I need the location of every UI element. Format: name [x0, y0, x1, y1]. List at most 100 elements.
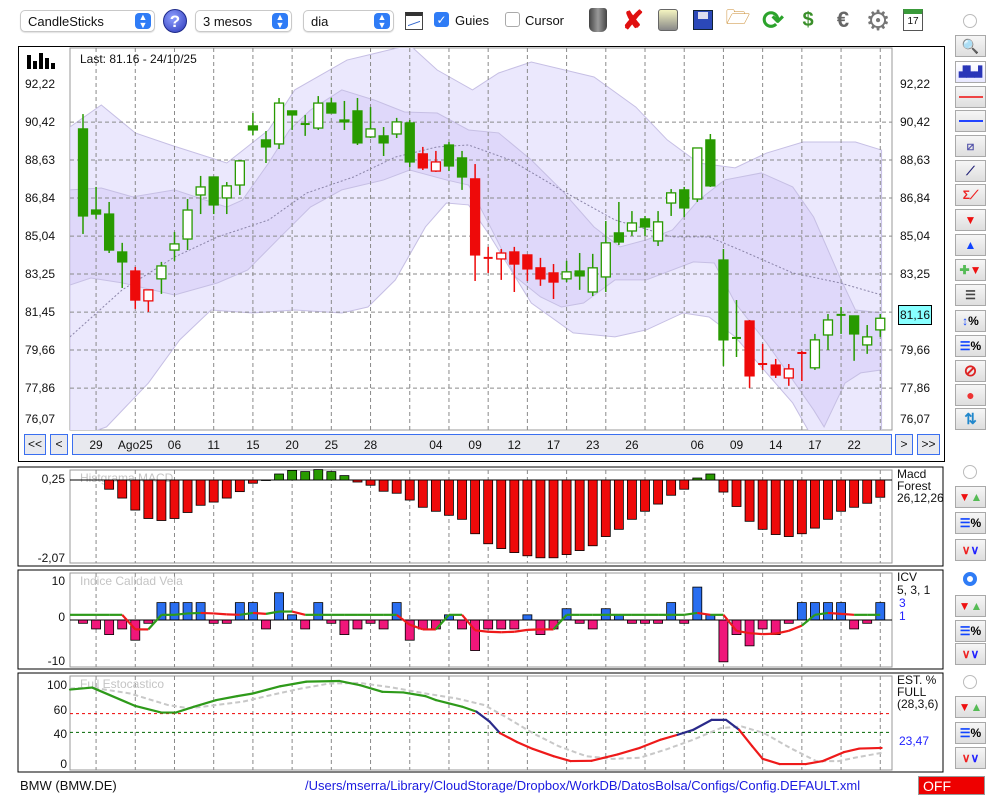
red-line-button[interactable] [955, 86, 986, 108]
macd-percent-button[interactable]: ☰% [955, 512, 986, 534]
icv-bar [509, 619, 520, 630]
stoch-k-segment [402, 691, 427, 698]
macd-panel-frame [17, 466, 944, 567]
candle [509, 246, 520, 292]
candle-body [260, 139, 272, 148]
cursor-checkbox[interactable] [505, 12, 520, 27]
euro-icon[interactable]: € [836, 7, 850, 32]
nav-first-button[interactable]: << [24, 434, 46, 455]
lines-percent-icon: ☰% [959, 726, 982, 740]
blue-line-button[interactable] [955, 110, 986, 132]
chart-type-select[interactable]: CandleSticks ▲ ▼ [20, 10, 155, 32]
volume-overlay-button[interactable]: ▟▙▟ [955, 61, 986, 83]
status-off-button[interactable]: OFF [918, 776, 985, 795]
stoch-tick-40: 40 [54, 727, 68, 741]
gear-icon[interactable]: ⚙ [865, 4, 891, 36]
icv-bar [287, 614, 298, 621]
interval-select[interactable]: dia ▲ ▼ [303, 10, 394, 32]
price-tick-right: 85,04 [900, 229, 930, 243]
icv-bar [692, 586, 703, 621]
stoch-k-segment [236, 692, 255, 698]
interval-value: dia [311, 14, 329, 29]
candle-body [339, 119, 350, 123]
channel-button[interactable]: ⧄ [955, 135, 986, 157]
price-grid [70, 48, 892, 430]
print-icon[interactable] [654, 6, 682, 34]
nav-prev-button[interactable]: < [50, 434, 68, 455]
stoch-legend-params: (28,3,6) [897, 697, 939, 711]
delete-icon[interactable]: ✘ [622, 4, 644, 35]
main-panel-radio[interactable] [963, 14, 977, 28]
macd-bar [104, 479, 115, 490]
buy-arrow-button[interactable]: ▲ [955, 234, 986, 256]
save-icon[interactable] [689, 6, 717, 34]
stoch-legend: EST. % FULL (28,3,6) 23,47 [897, 674, 938, 747]
icv-bar [195, 602, 206, 621]
stoch-panel-radio[interactable] [963, 675, 977, 689]
help-button[interactable]: ? [163, 9, 187, 33]
stoch-signals-button[interactable]: ▼▲ [955, 696, 986, 718]
zoom-button[interactable]: 🔍 [955, 35, 986, 57]
sigma-trendline-icon: Σ⟋ [962, 187, 979, 202]
macd-bar [221, 479, 232, 499]
nav-next-button[interactable]: > [895, 434, 913, 455]
calendar-icon[interactable]: 17 [899, 6, 927, 34]
icv-bar [587, 619, 598, 630]
icv-signal-segment [514, 628, 528, 633]
trash-icon[interactable] [584, 6, 612, 34]
macd-panel-radio[interactable] [963, 465, 977, 479]
config-path-link[interactable]: /Users/mserra/Library/CloudStorage/Dropb… [305, 778, 861, 793]
candle-body [195, 186, 206, 196]
magnifier-icon: 🔍 [961, 37, 980, 54]
clear-button[interactable]: ⊘ [955, 360, 986, 382]
sync-button[interactable]: ⇅ [955, 408, 986, 430]
sell-arrow-button[interactable]: ▼ [955, 209, 986, 231]
stoch-cross-button[interactable]: ∨∨ [955, 747, 986, 769]
candle [430, 150, 442, 172]
percent-range-button[interactable]: ↕% [955, 310, 986, 332]
candle [705, 133, 716, 187]
guides-checkbox[interactable]: ✓ [434, 12, 449, 27]
date-label: 12 [507, 438, 521, 452]
date-label: 23 [586, 438, 600, 452]
dashed-lines-button[interactable]: ☰ [955, 284, 986, 306]
folder-open-icon[interactable]: 🗁 [725, 7, 751, 29]
candle-body [783, 368, 794, 379]
candle [273, 97, 285, 150]
macd-signals-button[interactable]: ▼▲ [955, 486, 986, 508]
icv-signals-button[interactable]: ▼▲ [955, 595, 986, 617]
stoch-k-segment [134, 704, 163, 714]
icv-panel-radio[interactable] [963, 572, 977, 586]
trendline-button[interactable]: ⟋ [955, 160, 986, 182]
period-select[interactable]: 3 mesos ▲ ▼ [195, 10, 292, 32]
sum-trendline-button[interactable]: Σ⟋ [955, 184, 986, 206]
candle [469, 164, 481, 281]
stoch-k-segment [590, 753, 619, 762]
icv-cross-button[interactable]: ∨∨ [955, 643, 986, 665]
refresh-icon[interactable]: ⟳ [762, 4, 784, 35]
macd-legend-type: Forest [897, 479, 932, 493]
candle-body [247, 125, 259, 131]
stoch-percent-button[interactable]: ☰% [955, 722, 986, 744]
macd-cross-button[interactable]: ∨∨ [955, 539, 986, 561]
stoch-k-segment [724, 718, 741, 731]
percent-lines-button[interactable]: ☰% [955, 335, 986, 357]
signals-button[interactable]: ✚▼ [955, 259, 986, 281]
nav-last-button[interactable]: >> [917, 434, 940, 455]
price-tick-right: 76,07 [900, 412, 930, 426]
macd-bar [378, 479, 389, 492]
macd-bar [548, 479, 559, 559]
icv-bar [496, 619, 507, 630]
currency-refresh-icon[interactable]: $ [802, 8, 814, 31]
macd-bar [444, 479, 454, 516]
stoch-k-segment [738, 728, 754, 748]
record-button[interactable]: ● [955, 384, 986, 406]
icv-percent-button[interactable]: ☰% [955, 620, 986, 642]
candle-body [875, 317, 886, 331]
date-scrollbar[interactable]: 29 Ago25 06 11 15 20 25 28 04 09 12 17 23 26 06 09 14 17 2… [72, 434, 892, 455]
bar-chart-icon[interactable] [27, 53, 55, 69]
chart-window-icon[interactable] [405, 12, 423, 30]
macd-bar [234, 479, 245, 493]
candle [862, 325, 873, 354]
icv-bar [535, 619, 546, 635]
